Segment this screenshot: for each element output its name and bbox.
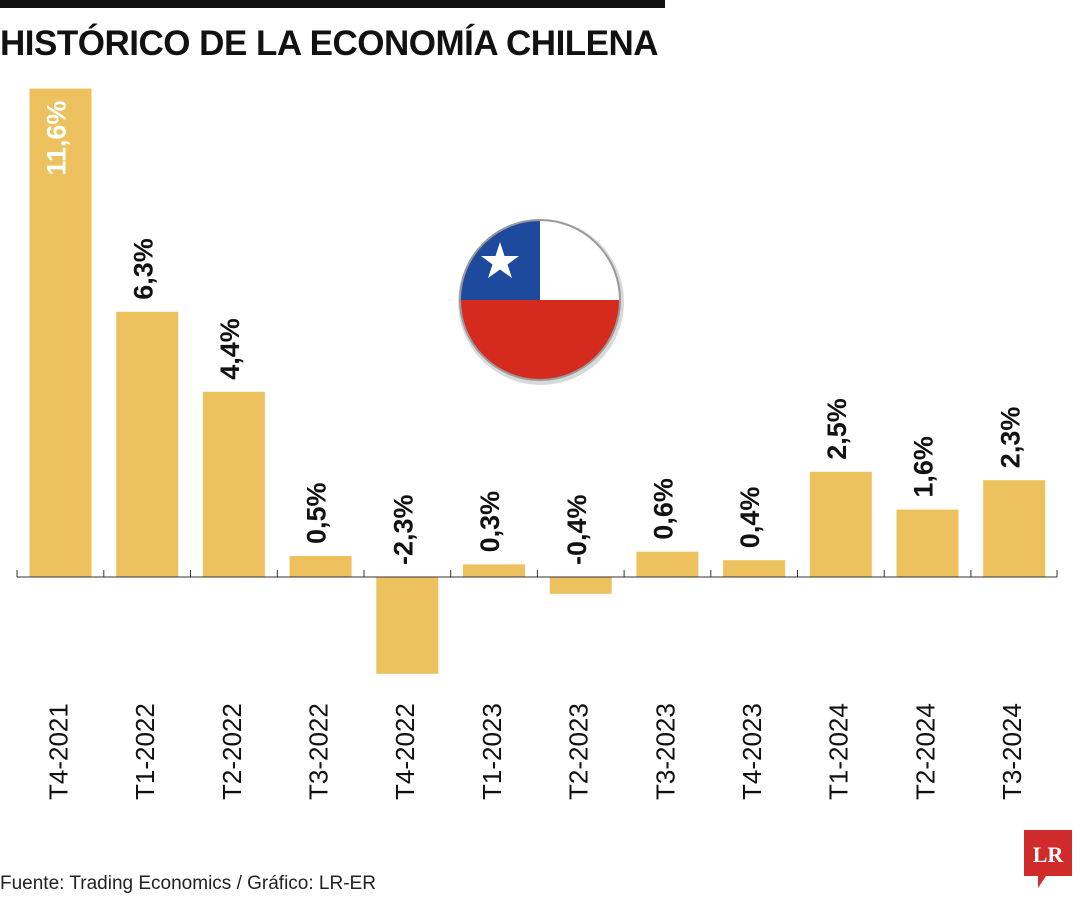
title-rule <box>0 0 665 8</box>
category-label-T2-2022: T2-2022 <box>217 703 247 800</box>
bar-T1-2024 <box>809 471 872 578</box>
lr-logo-text: LR <box>1033 842 1065 867</box>
category-label-T4-2023: T4-2023 <box>737 703 767 800</box>
bar-T1-2023 <box>463 564 525 577</box>
flag-star-icon <box>481 242 519 278</box>
value-label-T2-2024: 1,6% <box>909 436 939 498</box>
bar-T4-2021 <box>29 88 92 577</box>
category-label-T1-2022: T1-2022 <box>130 703 160 800</box>
category-label-T2-2024: T2-2024 <box>910 703 940 800</box>
value-label-T3-2022: 0,5% <box>302 482 332 544</box>
value-label-T4-2021: 11,6% <box>42 101 72 176</box>
bar-T1-2022 <box>116 311 179 577</box>
value-label-T2-2023: -0,4% <box>562 494 592 565</box>
bar-T3-2024 <box>983 480 1046 577</box>
value-label-T1-2023: 0,3% <box>475 491 505 553</box>
value-label-T1-2022: 6,3% <box>128 238 158 300</box>
chile-flag-icon <box>458 219 624 385</box>
category-label-T3-2022: T3-2022 <box>303 703 333 800</box>
category-label-T4-2022: T4-2022 <box>390 703 420 800</box>
category-label-T1-2023: T1-2023 <box>477 703 507 800</box>
category-label-T4-2021: T4-2021 <box>43 703 73 800</box>
bar-T4-2023 <box>723 560 786 577</box>
source-note: Fuente: Trading Economics / Gráfico: LR-… <box>0 873 376 894</box>
value-label-T4-2022: -2,3% <box>388 494 418 565</box>
value-label-T4-2023: 0,4% <box>735 487 765 549</box>
bar-T4-2022 <box>376 577 439 674</box>
bar-T2-2024 <box>896 509 959 577</box>
category-label-T3-2023: T3-2023 <box>650 703 680 800</box>
value-label-T2-2022: 4,4% <box>215 318 245 380</box>
lr-logo-icon: LR <box>1024 830 1072 888</box>
category-label-T2-2023: T2-2023 <box>564 703 594 800</box>
chart-title: HISTÓRICO DE LA ECONOMÍA CHILENA <box>0 24 659 63</box>
bar-T2-2023 <box>549 577 612 594</box>
bar-T3-2023 <box>636 551 699 577</box>
bar-T3-2022 <box>289 556 352 578</box>
value-label-T1-2024: 2,5% <box>822 398 852 460</box>
bar-T2-2022 <box>202 391 265 577</box>
value-label-T3-2024: 2,3% <box>995 407 1025 469</box>
category-label-T1-2024: T1-2024 <box>824 703 854 800</box>
value-label-T3-2023: 0,6% <box>649 478 679 540</box>
category-label-T3-2024: T3-2024 <box>997 703 1027 800</box>
